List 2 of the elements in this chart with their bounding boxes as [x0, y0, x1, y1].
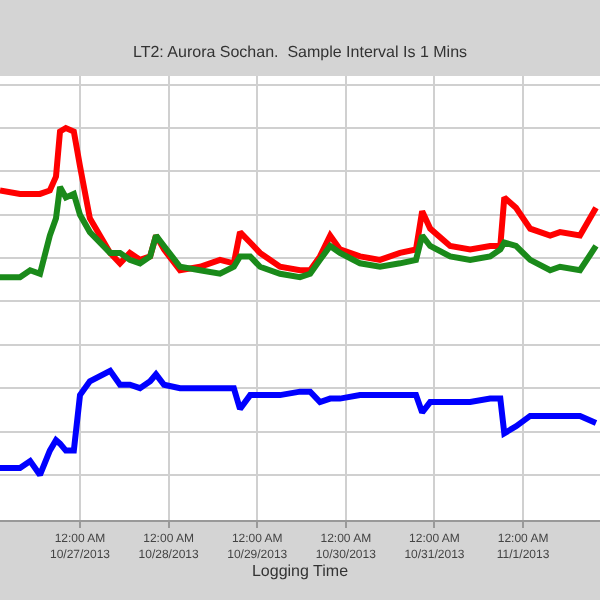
chart-title: LT2: Aurora Sochan. Sample Interval Is 1 Mins	[132, 42, 468, 61]
x-axis-title: Logging Time	[251, 562, 350, 581]
